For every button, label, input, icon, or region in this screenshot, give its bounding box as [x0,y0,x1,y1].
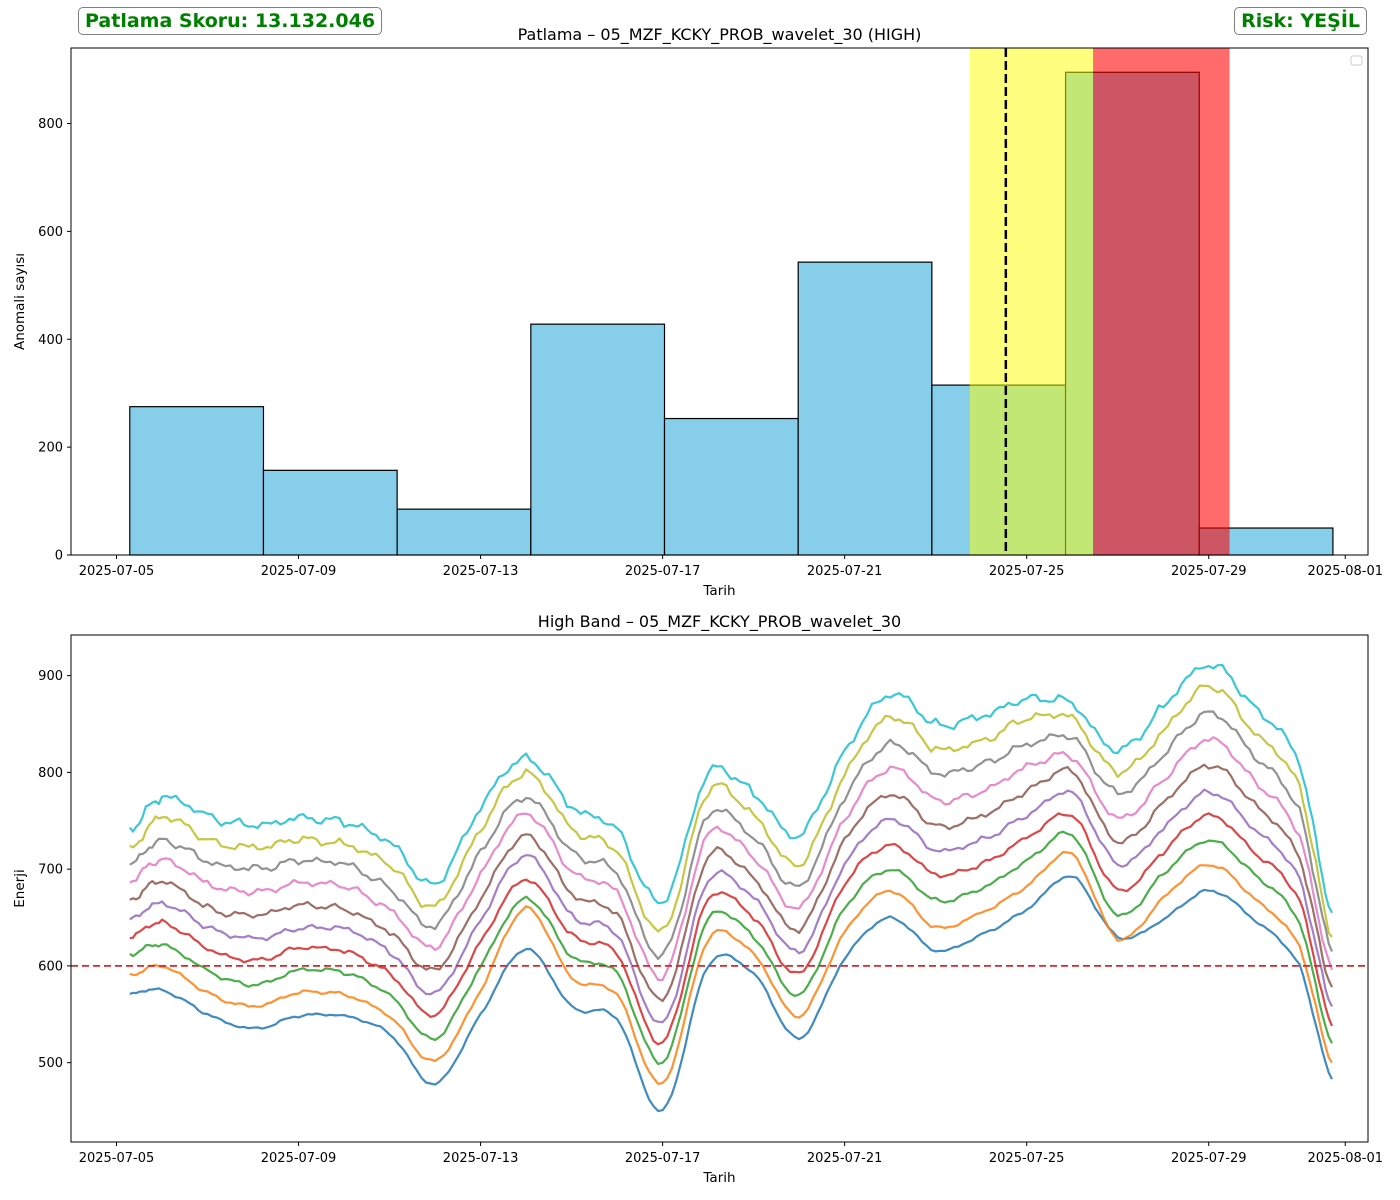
top-xtick-label: 2025-07-29 [1171,564,1247,579]
bottom-xtick-label: 2025-08-01 [1307,1151,1383,1166]
histogram-bar [663,417,799,556]
top-ytick-label: 600 [38,225,63,240]
top-xlabel: Tarih [702,583,735,599]
top-xtick-label: 2025-07-21 [807,564,883,579]
bottom-ytick-label: 600 [38,959,63,974]
risk-badge: Risk: YEŞİL [1234,7,1367,35]
histogram-bar [396,508,532,556]
energy-series-line-2 [129,850,1333,1085]
energy-series-line-5 [129,788,1333,1024]
top-ytick-label: 200 [38,441,63,456]
energy-series-line-9 [129,684,1333,938]
energy-series-line-10 [128,664,1333,914]
burst-histogram-chart: 0 200 400 600 800 2025-07-05 2025-07-09 2025-07… [12,25,1383,599]
bottom-xtick-label: 2025-07-29 [1171,1151,1247,1166]
top-ytick-label: 800 [38,117,63,132]
bottom-xtick-label: 2025-07-05 [79,1151,155,1166]
top-xtick-label: 2025-08-01 [1307,564,1383,579]
top-axes-frame [70,47,1369,556]
bottom-xtick-label: 2025-07-09 [261,1151,337,1166]
top-ytick-label: 400 [38,333,63,348]
energy-series-line-3 [129,830,1333,1066]
top-ylabel: Anomali sayısı [12,253,28,350]
score-badge: Patlama Skoru: 13.132.046 [78,7,383,35]
histogram-bar [129,406,265,556]
bottom-ytick-label: 900 [38,669,63,684]
energy-series-line-4 [129,812,1334,1046]
histogram-bar [530,323,666,556]
bottom-ytick-label: 800 [38,766,63,781]
top-xtick-label: 2025-07-05 [79,564,155,579]
warning-span [969,48,1094,555]
bottom-xlabel: Tarih [702,1170,735,1186]
top-xtick-label: 2025-07-25 [989,564,1065,579]
energy-series-line-7 [129,736,1334,981]
bottom-xtick-label: 2025-07-21 [807,1151,883,1166]
bottom-title: High Band – 05_MZF_KCKY_PROB_wavelet_30 [538,612,901,632]
energy-series-line-1 [129,875,1333,1113]
histogram-bar [262,469,398,556]
danger-span [1093,48,1230,555]
top-xtick-label: 2025-07-17 [625,564,701,579]
energy-series-line-6 [129,763,1333,1003]
bottom-xtick-label: 2025-07-13 [443,1151,519,1166]
energy-series-line-8 [129,710,1334,960]
bottom-ytick-label: 700 [38,863,63,878]
top-xtick-label: 2025-07-09 [261,564,337,579]
top-ytick-label: 0 [55,549,63,564]
bottom-xtick-label: 2025-07-25 [989,1151,1065,1166]
top-xtick-label: 2025-07-13 [443,564,519,579]
bottom-ylabel: Enerji [12,869,28,907]
bottom-xtick-label: 2025-07-17 [625,1151,701,1166]
bottom-ytick-label: 500 [38,1056,63,1071]
empty-legend-box [1350,55,1363,66]
bottom-axes-frame [70,634,1369,1143]
top-title: Patlama – 05_MZF_KCKY_PROB_wavelet_30 (H… [518,25,922,45]
